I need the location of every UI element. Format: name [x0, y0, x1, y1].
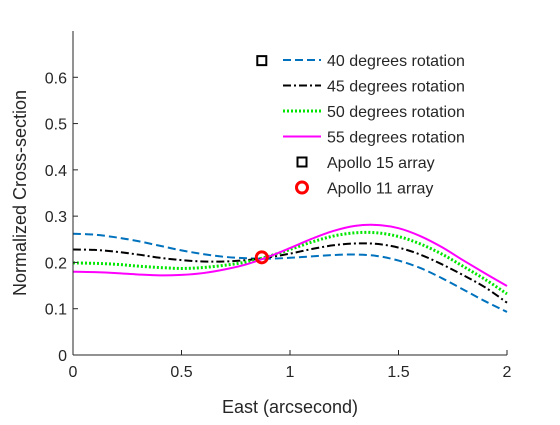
series-line-40-degrees-rotation [72, 232, 508, 313]
series-layer [72, 55, 508, 313]
y-tick-label: 0 [58, 348, 67, 365]
legend-label: 45 degrees rotation [327, 79, 465, 96]
y-tick-label: 0.1 [45, 302, 67, 319]
y-tick-label: 0.2 [45, 255, 67, 272]
legend-label: 40 degrees rotation [327, 53, 465, 70]
legend-label: Apollo 11 array [327, 181, 433, 198]
legend-item-45-degrees-rotation: 45 degrees rotation [283, 79, 465, 96]
legend-item-50-degrees-rotation: 50 degrees rotation [283, 104, 465, 121]
x-tick-label: 0 [69, 364, 78, 381]
data-point-apollo-15-array [256, 55, 268, 67]
y-axis-label: Normalized Cross-section [10, 90, 30, 296]
legend-item-55-degrees-rotation: 55 degrees rotation [283, 130, 465, 147]
x-tick-label: 2 [503, 364, 512, 381]
x-axis-label: East (arcsecond) [222, 397, 358, 417]
legend-label: 55 degrees rotation [327, 130, 465, 147]
y-tick-label: 0.4 [45, 163, 67, 180]
y-tick-label: 0.5 [45, 117, 67, 134]
data-point-apollo-11-array [254, 250, 269, 265]
legend-swatch [296, 156, 308, 168]
series-line-45-degrees-rotation [72, 242, 508, 304]
legend-item-40-degrees-rotation: 40 degrees rotation [283, 53, 465, 70]
y-tick-label: 0.6 [45, 70, 67, 87]
axes-layer: 0 0.5 1 1.5 2 0 0.1 0.2 0.3 0.4 0.5 0.6 [45, 31, 512, 381]
y-tick-label: 0.3 [45, 209, 67, 226]
x-tick-label: 1.5 [387, 364, 409, 381]
legend-swatch [295, 180, 309, 195]
series-line-55-degrees-rotation [72, 223, 508, 287]
x-tick-label: 1 [286, 364, 295, 381]
x-tick-label: 0.5 [170, 364, 192, 381]
legend-item-apollo-11-array: Apollo 11 array [295, 180, 433, 198]
legend: 40 degrees rotation 45 degrees rotation 50… [283, 53, 465, 198]
legend-label: 50 degrees rotation [327, 104, 465, 121]
legend-label: Apollo 15 array [327, 155, 435, 172]
legend-item-apollo-15-array: Apollo 15 array [296, 155, 435, 172]
